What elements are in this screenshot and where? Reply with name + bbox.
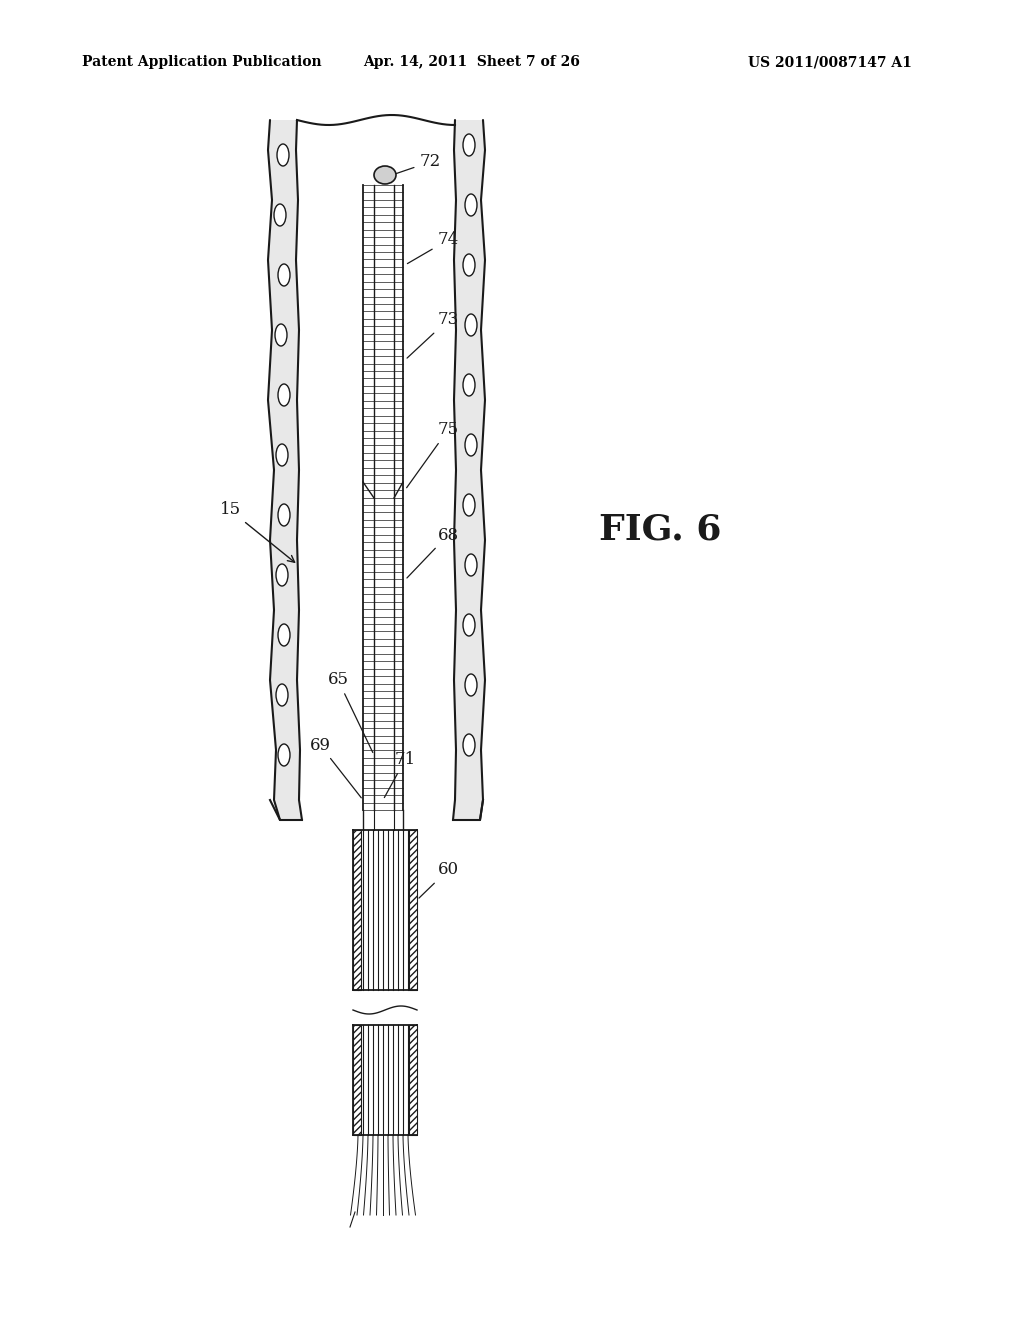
Ellipse shape <box>278 264 290 286</box>
Ellipse shape <box>463 494 475 516</box>
Text: 75: 75 <box>407 421 459 487</box>
Text: 74: 74 <box>408 231 459 264</box>
Ellipse shape <box>276 444 288 466</box>
Text: 72: 72 <box>394 153 440 174</box>
Ellipse shape <box>463 253 475 276</box>
Ellipse shape <box>463 374 475 396</box>
Text: 60: 60 <box>419 862 459 898</box>
Ellipse shape <box>463 614 475 636</box>
Ellipse shape <box>465 675 477 696</box>
Ellipse shape <box>465 194 477 216</box>
Ellipse shape <box>465 314 477 337</box>
Text: Apr. 14, 2011  Sheet 7 of 26: Apr. 14, 2011 Sheet 7 of 26 <box>364 55 581 70</box>
Ellipse shape <box>374 166 396 183</box>
Text: 71: 71 <box>384 751 416 797</box>
Ellipse shape <box>278 384 290 407</box>
Text: 65: 65 <box>328 672 373 752</box>
Ellipse shape <box>278 504 290 525</box>
Ellipse shape <box>278 144 289 166</box>
Ellipse shape <box>463 734 475 756</box>
Text: 15: 15 <box>219 502 295 562</box>
Text: 68: 68 <box>407 527 459 578</box>
Ellipse shape <box>278 744 290 766</box>
Polygon shape <box>453 120 485 820</box>
Bar <box>409 1026 417 1135</box>
Text: 73: 73 <box>407 312 459 358</box>
Ellipse shape <box>278 624 290 645</box>
Bar <box>409 830 417 990</box>
Bar <box>353 830 361 990</box>
Ellipse shape <box>274 205 286 226</box>
Ellipse shape <box>275 323 287 346</box>
Ellipse shape <box>276 684 288 706</box>
Text: US 2011/0087147 A1: US 2011/0087147 A1 <box>748 55 911 70</box>
Ellipse shape <box>465 434 477 455</box>
Ellipse shape <box>465 554 477 576</box>
Bar <box>353 1026 361 1135</box>
Ellipse shape <box>276 564 288 586</box>
Text: FIG. 6: FIG. 6 <box>599 513 721 546</box>
Text: Patent Application Publication: Patent Application Publication <box>82 55 322 70</box>
Polygon shape <box>268 120 302 820</box>
Text: 69: 69 <box>309 737 361 797</box>
Ellipse shape <box>463 135 475 156</box>
